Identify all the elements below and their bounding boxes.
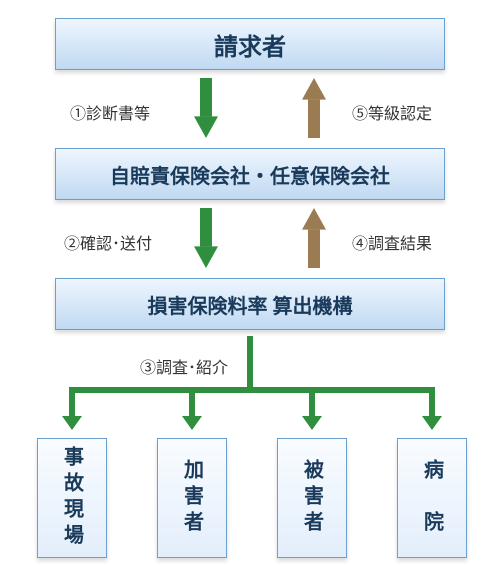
arrow-0 (194, 78, 218, 138)
arrow-1 (302, 78, 326, 138)
box-top: 請求者 (55, 18, 445, 70)
box-low: 損害保険料率 算出機構 (55, 278, 445, 330)
box-top-label: 請求者 (214, 27, 286, 62)
label-l2: ②確認･送付 (64, 230, 152, 254)
bottom-box-0-label: 事故現場 (58, 446, 87, 550)
label-l3: ③調査･紹介 (140, 354, 228, 378)
box-mid: 自賠責保険会社・任意保険会社 (55, 148, 445, 200)
bottom-box-2-label: 被害者 (298, 459, 327, 537)
bottom-box-1: 加害者 (157, 438, 227, 558)
bottom-box-0: 事故現場 (37, 438, 107, 558)
box-low-label: 損害保険料率 算出機構 (148, 290, 353, 319)
bottom-box-2: 被害者 (277, 438, 347, 558)
label-l5: ⑤等級認定 (352, 100, 432, 124)
arrow-2 (194, 208, 218, 268)
label-l4: ④調査結果 (352, 230, 432, 254)
label-l1: ①診断書等 (70, 100, 150, 124)
bottom-box-1-label: 加害者 (178, 459, 207, 537)
bottom-box-3: 病 院 (397, 438, 467, 558)
box-mid-label: 自賠責保険会社・任意保険会社 (110, 160, 390, 189)
bottom-box-3-label: 病 院 (418, 459, 447, 537)
arrow-3 (302, 208, 326, 268)
tree-connector (62, 336, 442, 430)
